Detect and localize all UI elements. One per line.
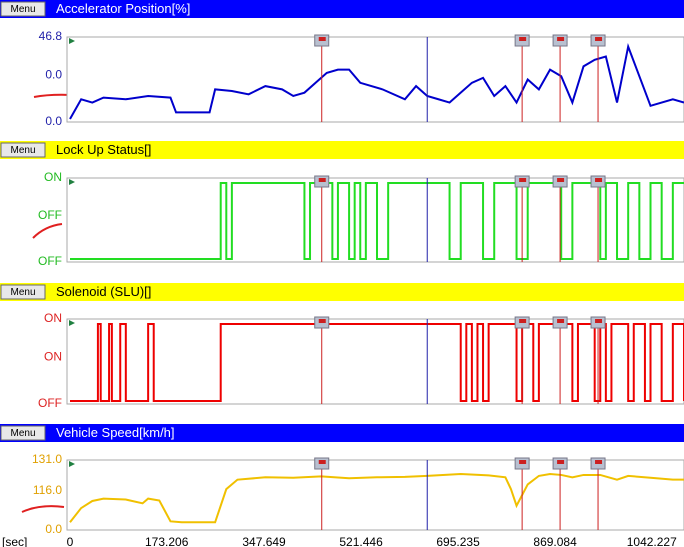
- y-axis-label: OFF: [38, 208, 62, 222]
- x-tick-label: 695.235: [436, 535, 480, 547]
- marker-flag: [557, 460, 565, 467]
- marker-flag: [519, 37, 527, 44]
- x-tick-label: 521.446: [339, 535, 383, 547]
- panel-header: [0, 283, 684, 301]
- y-axis-label: 131.0: [32, 452, 62, 466]
- x-tick-label: 173.206: [145, 535, 189, 547]
- menu-button[interactable]: [0, 142, 46, 158]
- marker-flag: [318, 37, 326, 44]
- plot-area: [66, 318, 684, 405]
- marker-flag: [557, 178, 565, 185]
- marker-flag: [595, 37, 603, 44]
- panel-header: [0, 424, 684, 442]
- y-axis-label: ON: [44, 350, 62, 364]
- panel-header: [0, 0, 684, 18]
- x-tick-label: 869.084: [533, 535, 577, 547]
- panel-header: [0, 141, 684, 159]
- panel-title: Solenoid (SLU)[]: [56, 284, 151, 299]
- signal-trace: [69, 42, 684, 120]
- marker-flag: [318, 460, 326, 467]
- marker-flag: [519, 460, 527, 467]
- marker-flag: [318, 178, 326, 185]
- x-axis-unit: [sec]: [2, 535, 27, 547]
- start-flag: [69, 320, 75, 326]
- start-flag: [69, 38, 75, 44]
- annotation-scribble: [33, 93, 73, 98]
- y-axis-label: OFF: [38, 254, 62, 268]
- menu-label: Menu: [10, 4, 35, 15]
- start-flag: [69, 179, 75, 185]
- plot-area: [66, 36, 684, 123]
- marker-flag: [318, 319, 326, 326]
- signal-trace: [70, 182, 684, 260]
- menu-button[interactable]: [0, 284, 46, 300]
- annotation-scribble: [32, 223, 63, 239]
- x-tick-label: 1042.227: [627, 535, 677, 547]
- menu-button[interactable]: [0, 1, 46, 17]
- y-axis-label: ON: [44, 170, 62, 184]
- marker-flag: [519, 178, 527, 185]
- marker-flag: [557, 319, 565, 326]
- marker-flag: [595, 319, 603, 326]
- menu-label: Menu: [10, 287, 35, 298]
- start-flag: [69, 461, 75, 467]
- y-axis-label: 0.0: [45, 68, 62, 82]
- panel-title: Vehicle Speed[km/h]: [56, 425, 175, 440]
- panel-title: Lock Up Status[]: [56, 142, 151, 157]
- y-axis-label: OFF: [38, 396, 62, 410]
- marker-flag: [519, 319, 527, 326]
- y-axis-label: 46.8: [39, 29, 63, 43]
- marker-flag: [595, 460, 603, 467]
- plot-area: [66, 177, 684, 263]
- y-axis-label: 0.0: [45, 114, 62, 128]
- menu-button[interactable]: [0, 425, 46, 441]
- menu-label: Menu: [10, 428, 35, 439]
- marker-flag: [595, 178, 603, 185]
- annotation-scribble: [21, 505, 65, 513]
- marker-flag: [557, 37, 565, 44]
- signal-trace: [70, 323, 684, 402]
- menu-label: Menu: [10, 145, 35, 156]
- x-tick-label: 347.649: [242, 535, 286, 547]
- x-tick-label: 0: [67, 535, 74, 547]
- signal-trace: [69, 472, 684, 524]
- y-axis-label: 116.0: [33, 483, 62, 497]
- y-axis-label: ON: [44, 311, 62, 325]
- panel-title: Accelerator Position[%]: [56, 1, 190, 16]
- plot-area: [66, 459, 684, 531]
- y-axis-label: 0.0: [45, 522, 62, 536]
